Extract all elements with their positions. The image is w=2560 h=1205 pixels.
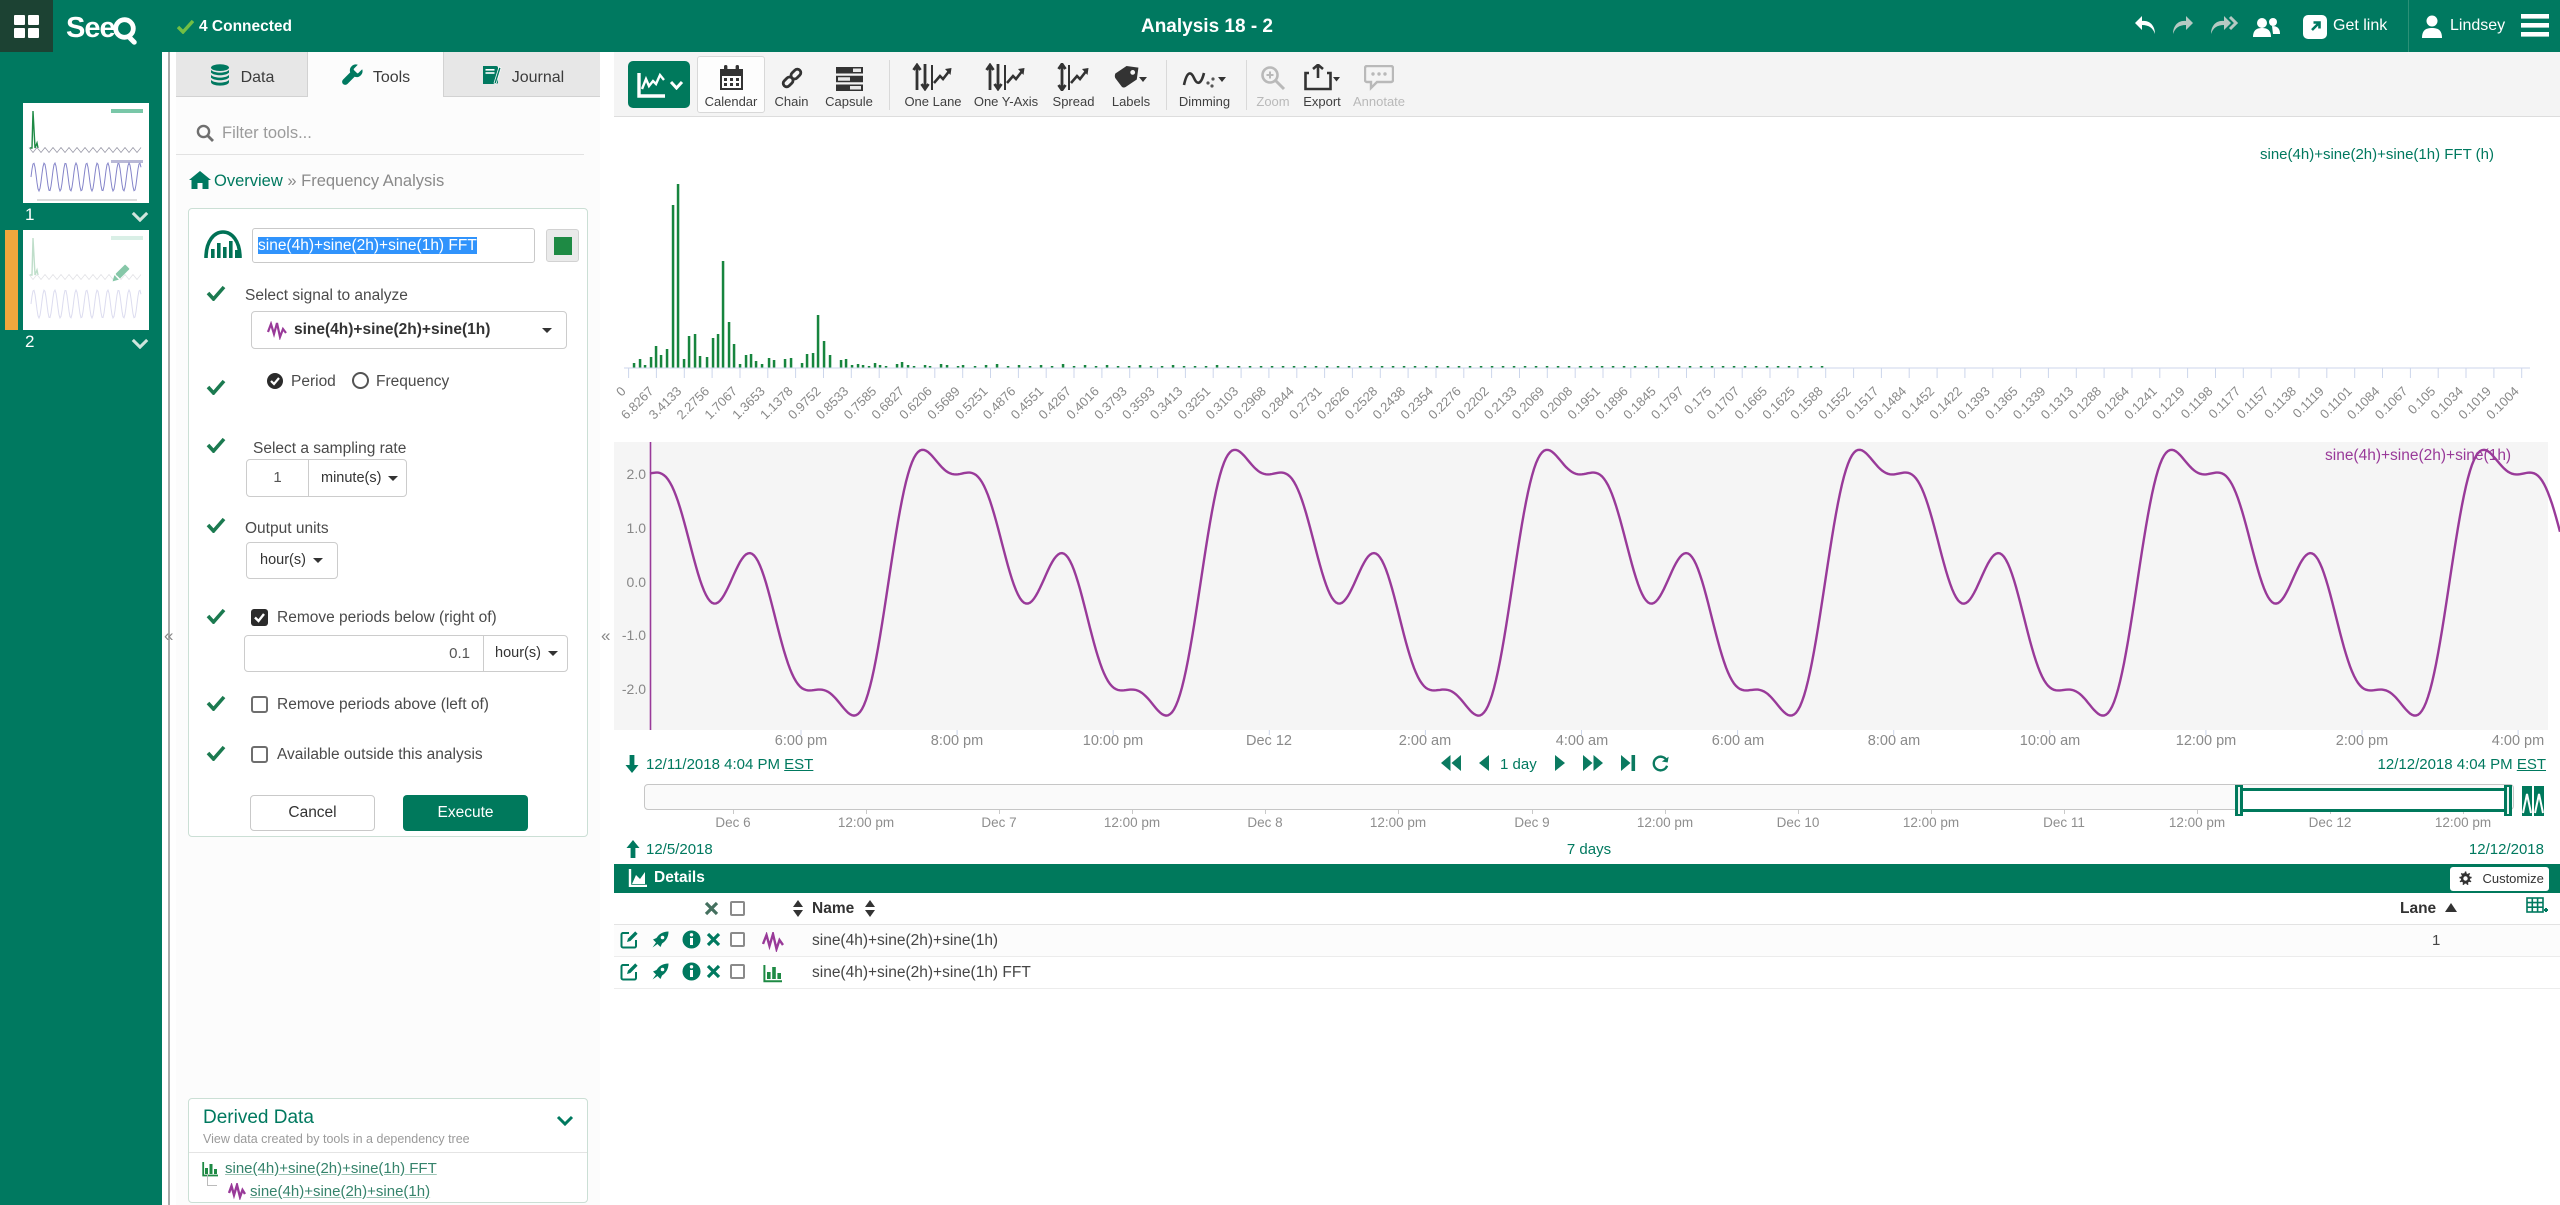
svg-text:0.1138: 0.1138 (2261, 384, 2299, 422)
svg-text:0: 0 (614, 384, 629, 400)
svg-text:See: See (66, 12, 115, 44)
